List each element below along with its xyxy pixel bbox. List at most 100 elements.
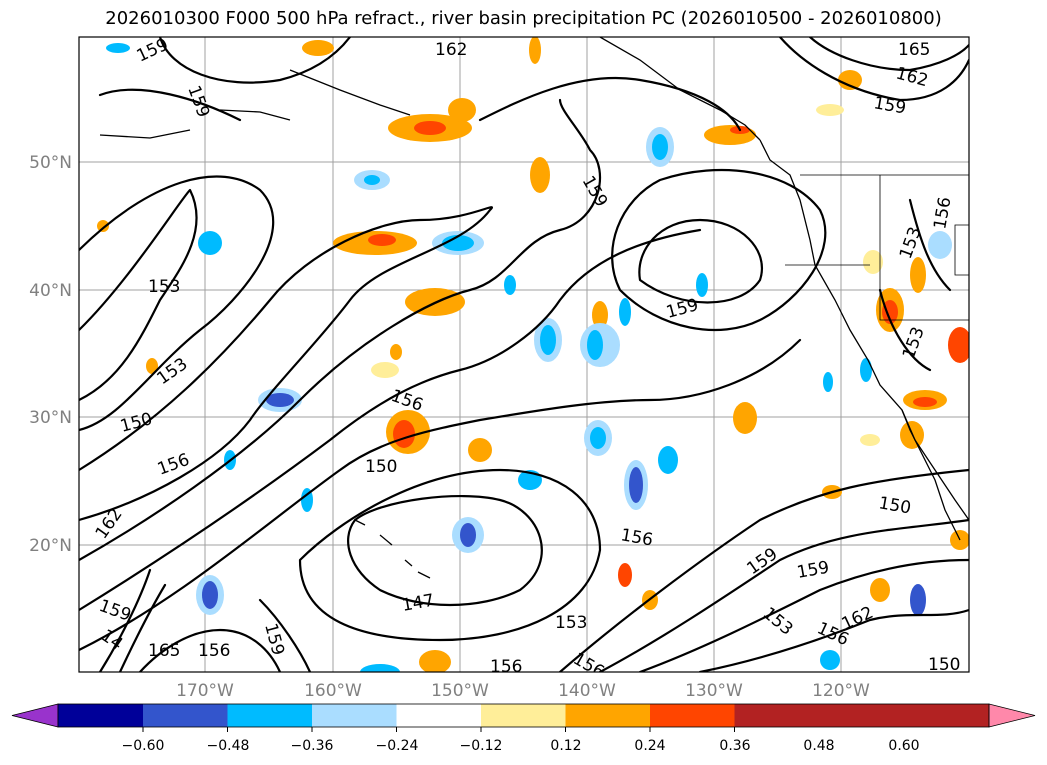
aleutians [99,69,411,139]
precip-patch [823,372,833,392]
contour-line [79,338,802,652]
precip-patch [619,298,631,326]
colorbar-cell [650,704,735,727]
colorbar-cell [227,704,312,727]
precip-patch [863,250,883,274]
precip-patch [540,325,556,355]
contour-label: 156 [198,641,230,661]
contour-line [558,468,969,672]
lon-label-130w: 130°W [685,681,743,701]
hawaii [354,519,431,579]
precip-patch [390,344,402,360]
precip-patch [910,584,926,616]
precip-patch [618,563,632,587]
contour-label: 156 [490,657,522,677]
precip-patch [202,581,218,609]
lon-label-150w: 150°W [431,681,489,701]
lat-label-40n: 40°N [29,281,72,301]
precip-patch [820,650,840,670]
precip-patch [266,393,294,407]
precip-patch [530,157,550,193]
colorbar-cell [565,704,650,727]
colorbar-tick-label: 0.60 [888,738,919,754]
colorbar-tick-label: 0.48 [803,738,834,754]
precip-patch [106,43,130,53]
precip-patch [860,358,872,382]
precip-patch [364,175,380,185]
alaska-coast [599,37,761,141]
precip-patch [870,578,890,602]
longitude-labels: 170°W 160°W 150°W 140°W 130°W 120°W [176,681,870,701]
state-borders [785,174,969,321]
precip-patch [910,257,926,293]
colorbar-tick-label: −0.60 [122,738,165,754]
precip-patch [448,98,476,122]
precip-patch [860,434,880,446]
contour-label: 165 [898,40,930,60]
lat-label-30n: 30°N [29,408,72,428]
colorbar-tick-label: 0.36 [719,738,750,754]
precip-patch [302,40,334,56]
map-frame [78,36,970,673]
precip-patch [592,301,608,329]
precip-patch [733,402,757,434]
colorbar-tick-label: −0.48 [207,738,250,754]
contour-line [598,518,969,672]
west-coast [759,139,969,521]
precip-patch [696,273,708,297]
graticule [79,37,969,672]
colorbar: −0.60 −0.48 −0.36 −0.24 −0.12 0.12 0.24 … [11,703,1036,754]
precip-patch [198,231,222,255]
precip-patch [371,362,399,378]
lat-label-20n: 20°N [29,536,72,556]
precip-patch [529,37,541,64]
precip-patch [419,650,451,672]
contour-line [79,188,198,402]
precip-patch [504,275,516,295]
contour-label: 153 [148,277,180,297]
contour-line [258,598,312,672]
baja [901,409,961,541]
contour-label: 162 [435,40,467,60]
contour-line [79,228,702,612]
contour-line [611,168,827,332]
contour-label: 150 [928,655,960,675]
precip-patch [587,330,603,360]
colorbar-cell [734,704,989,727]
precip-patch [97,220,109,232]
precip-patch [460,523,476,547]
contour-line [347,495,543,607]
contour-line [138,628,282,672]
colorbar-tick-label: 0.12 [550,738,581,754]
precip-patch [468,438,492,462]
contour-label: 153 [555,613,587,633]
contour-line [698,608,969,672]
lat-label-50n: 50°N [29,153,72,173]
colorbar-tick-label: −0.24 [376,738,419,754]
map-title: 2026010300 F000 500 hPa refract., river … [105,8,942,29]
lon-label-170w: 170°W [176,681,234,701]
precip-patch [948,327,969,363]
contour-line [98,88,242,122]
colorbar-tick-label: −0.36 [291,738,334,754]
refractivity-contours [79,37,969,672]
colorbar-extend-max [988,703,1036,728]
contour-label: 165 [148,641,180,661]
precip-patch [838,70,862,90]
contour-line [808,37,969,72]
latitude-labels: 50°N 40°N 30°N 20°N [29,153,72,556]
contour-line [638,218,763,304]
colorbar-cell [58,704,143,727]
precip-patch [652,134,668,160]
colorbar-cell [396,704,481,727]
contour-line [878,198,952,372]
coastlines [99,37,969,579]
precip-patch [913,397,937,407]
precip-patch [393,420,415,448]
colorbar-cell [312,704,397,727]
contour-line [79,175,275,432]
colorbar-tick-label: −0.12 [460,738,503,754]
contour-line [298,468,602,642]
colorbar-tick-label: 0.24 [634,738,665,754]
